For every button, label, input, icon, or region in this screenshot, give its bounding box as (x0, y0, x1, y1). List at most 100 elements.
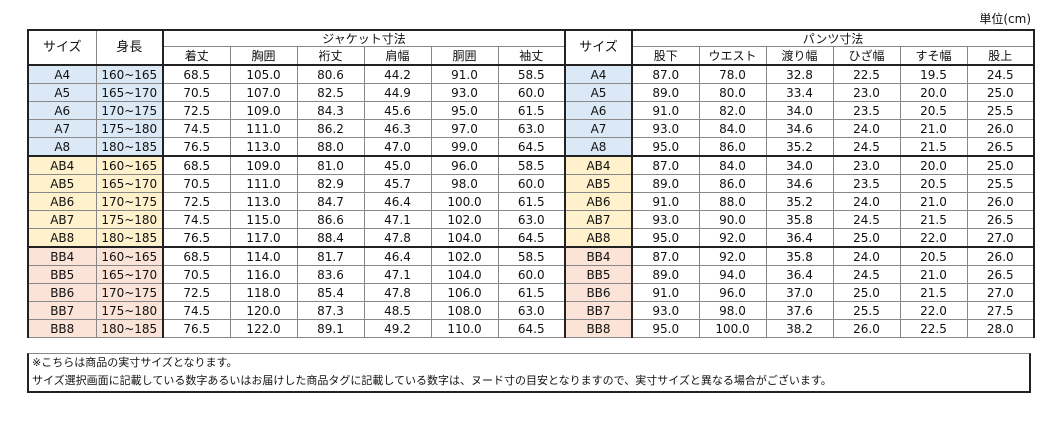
jacket-value-cell: 97.0 (430, 119, 499, 138)
jacket-value-cell: 72.5 (162, 283, 231, 302)
pants-value-cell: 24.5 (832, 265, 901, 284)
jacket-value-cell: 83.6 (296, 265, 365, 284)
jacket-value-cell: 47.8 (363, 228, 432, 248)
height-cell: 175~180 (95, 119, 164, 138)
pants-value-cell: 24.0 (832, 192, 901, 211)
jacket-value-cell: 113.0 (229, 137, 298, 157)
pants-value-cell: 84.0 (698, 119, 767, 138)
jacket-value-cell: 120.0 (229, 301, 298, 320)
jacket-value-cell: 114.0 (229, 246, 298, 266)
jacket-value-cell: 111.0 (229, 119, 298, 138)
pants-value-cell: 26.0 (966, 119, 1036, 138)
height-cell: 160~165 (95, 155, 164, 175)
pants-value-cell: 89.0 (631, 265, 700, 284)
pants-value-cell: 32.8 (765, 64, 834, 84)
jacket-value-cell: 74.5 (162, 210, 231, 229)
jacket-value-cell: 70.5 (162, 83, 231, 102)
jacket-value-cell: 47.0 (363, 137, 432, 157)
header-pants-col: 股上 (966, 46, 1036, 66)
pants-value-cell: 26.5 (966, 137, 1036, 157)
jacket-value-cell: 104.0 (430, 228, 499, 248)
jacket-value-cell: 99.0 (430, 137, 499, 157)
size-cell: AB7 (27, 210, 97, 229)
pants-value-cell: 22.5 (832, 64, 901, 84)
header-pants-col: すそ幅 (899, 46, 968, 66)
jacket-value-cell: 88.0 (296, 137, 365, 157)
pants-value-cell: 21.5 (899, 283, 968, 302)
table-row: AB7 175~180 74.5 115.0 86.6 47.1 102.0 63.0 AB7 9… (27, 210, 1036, 229)
jacket-value-cell: 61.5 (497, 192, 566, 211)
size-cell: A4 (27, 64, 97, 84)
pants-value-cell: 91.0 (631, 101, 700, 120)
jacket-value-cell: 61.5 (497, 101, 566, 120)
pants-value-cell: 89.0 (631, 83, 700, 102)
jacket-value-cell: 46.4 (363, 246, 432, 266)
jacket-value-cell: 44.9 (363, 83, 432, 102)
table-row: A6 170~175 72.5 109.0 84.3 45.6 95.0 61.5 A6 91.0… (27, 101, 1036, 120)
pants-size-cell: BB7 (564, 301, 633, 320)
pants-value-cell: 92.0 (698, 246, 767, 266)
pants-value-cell: 25.0 (966, 83, 1036, 102)
pants-value-cell: 87.0 (631, 155, 700, 175)
pants-value-cell: 100.0 (698, 319, 767, 338)
pants-value-cell: 20.5 (899, 101, 968, 120)
pants-value-cell: 96.0 (698, 283, 767, 302)
height-cell: 170~175 (95, 101, 164, 120)
pants-value-cell: 87.0 (631, 64, 700, 84)
pants-value-cell: 28.0 (966, 319, 1036, 338)
pants-value-cell: 21.0 (899, 119, 968, 138)
jacket-value-cell: 87.3 (296, 301, 365, 320)
jacket-value-cell: 86.2 (296, 119, 365, 138)
header-jacket-col: 胴囲 (430, 46, 499, 66)
jacket-value-cell: 95.0 (430, 101, 499, 120)
jacket-value-cell: 48.5 (363, 301, 432, 320)
jacket-value-cell: 108.0 (430, 301, 499, 320)
jacket-value-cell: 74.5 (162, 301, 231, 320)
pants-value-cell: 34.6 (765, 119, 834, 138)
table-row: AB6 170~175 72.5 113.0 84.7 46.4 100.0 61.5 AB6 9… (27, 192, 1036, 211)
jacket-value-cell: 68.5 (162, 246, 231, 266)
pants-value-cell: 93.0 (631, 301, 700, 320)
jacket-value-cell: 60.0 (497, 83, 566, 102)
height-cell: 160~165 (95, 64, 164, 84)
jacket-value-cell: 93.0 (430, 83, 499, 102)
jacket-value-cell: 45.0 (363, 155, 432, 175)
jacket-value-cell: 89.1 (296, 319, 365, 338)
jacket-value-cell: 64.5 (497, 228, 566, 248)
pants-value-cell: 20.5 (899, 246, 968, 266)
size-cell: BB7 (27, 301, 97, 320)
jacket-value-cell: 44.2 (363, 64, 432, 84)
pants-size-cell: BB6 (564, 283, 633, 302)
table-row: BB7 175~180 74.5 120.0 87.3 48.5 108.0 63.0 BB7 9… (27, 301, 1036, 320)
pants-value-cell: 26.5 (966, 265, 1036, 284)
pants-value-cell: 22.5 (899, 319, 968, 338)
jacket-value-cell: 70.5 (162, 174, 231, 193)
header-jacket-col: 裄丈 (296, 46, 365, 66)
pants-value-cell: 34.6 (765, 174, 834, 193)
jacket-value-cell: 113.0 (229, 192, 298, 211)
header-pants-col: ひざ幅 (832, 46, 901, 66)
jacket-value-cell: 58.5 (497, 64, 566, 84)
table-row: BB4 160~165 68.5 114.0 81.7 46.4 102.0 58.5 BB4 8… (27, 246, 1036, 266)
pants-value-cell: 21.0 (899, 265, 968, 284)
pants-value-cell: 25.5 (832, 301, 901, 320)
pants-value-cell: 23.5 (832, 174, 901, 193)
jacket-value-cell: 68.5 (162, 64, 231, 84)
pants-value-cell: 34.0 (765, 101, 834, 120)
jacket-value-cell: 88.4 (296, 228, 365, 248)
pants-value-cell: 38.2 (765, 319, 834, 338)
pants-value-cell: 37.0 (765, 283, 834, 302)
pants-value-cell: 89.0 (631, 174, 700, 193)
height-cell: 180~185 (95, 319, 164, 338)
jacket-value-cell: 117.0 (229, 228, 298, 248)
pants-value-cell: 22.0 (899, 228, 968, 248)
pants-value-cell: 25.0 (832, 283, 901, 302)
pants-value-cell: 90.0 (698, 210, 767, 229)
table-row: A8 180~185 76.5 113.0 88.0 47.0 99.0 64.5 A8 95.0… (27, 137, 1036, 157)
table-row: A4 160~165 68.5 105.0 80.6 44.2 91.0 58.5 A4 87.0… (27, 64, 1036, 84)
jacket-value-cell: 84.3 (296, 101, 365, 120)
pants-value-cell: 19.5 (899, 64, 968, 84)
height-cell: 175~180 (95, 210, 164, 229)
pants-size-cell: AB8 (564, 228, 633, 248)
note-line: ※こちらは商品の実寸サイズとなります。 (32, 356, 238, 369)
